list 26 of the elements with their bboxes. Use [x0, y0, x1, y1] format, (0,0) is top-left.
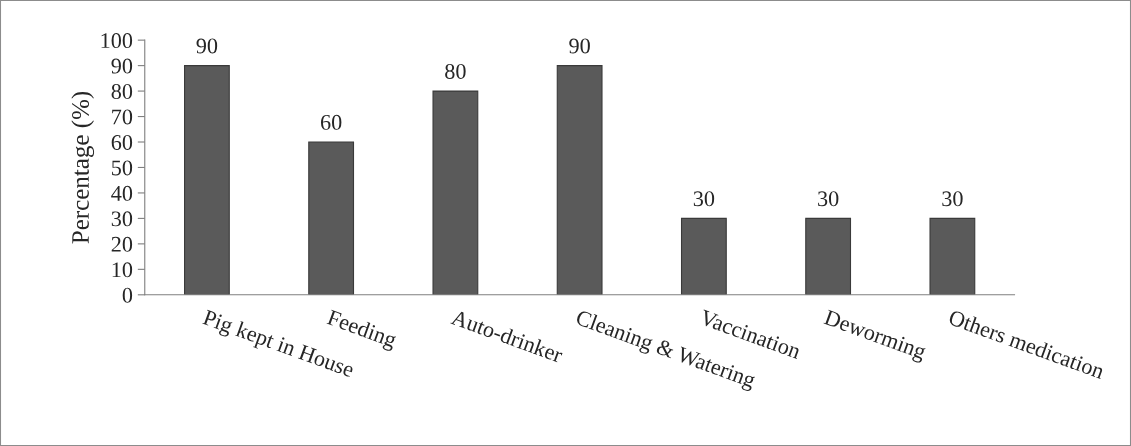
y-tick-label: 0 — [122, 287, 133, 303]
data-label: 90 — [196, 38, 218, 54]
y-tick-label: 60 — [111, 134, 133, 150]
y-tick-label: 50 — [112, 160, 133, 176]
data-label: 90 — [569, 38, 590, 54]
bar — [805, 217, 852, 295]
bar — [556, 65, 603, 295]
data-label: 30 — [942, 191, 963, 207]
y-tick-label: 10 — [112, 262, 133, 278]
data-label: 30 — [818, 191, 839, 207]
data-label: 30 — [693, 191, 715, 207]
y-tick-label: 90 — [111, 58, 133, 74]
bar — [308, 141, 355, 295]
bar — [183, 65, 230, 295]
bar — [680, 217, 727, 295]
y-tick-label: 80 — [111, 84, 133, 99]
y-tick-label: 70 — [112, 109, 133, 125]
y-tick-label: 20 — [111, 236, 133, 252]
y-tick-label: 30 — [111, 211, 133, 227]
y-axis-title: Percentage (%) — [71, 91, 95, 244]
y-tick-label: 40 — [111, 185, 133, 201]
bar — [432, 90, 479, 295]
data-label: 60 — [320, 114, 342, 130]
y-tick-label: 100 — [101, 33, 133, 49]
data-label: 80 — [445, 63, 466, 79]
bar — [929, 217, 976, 295]
